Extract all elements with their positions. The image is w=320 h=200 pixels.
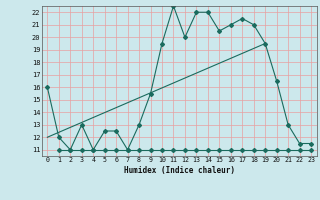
X-axis label: Humidex (Indice chaleur): Humidex (Indice chaleur) — [124, 166, 235, 175]
